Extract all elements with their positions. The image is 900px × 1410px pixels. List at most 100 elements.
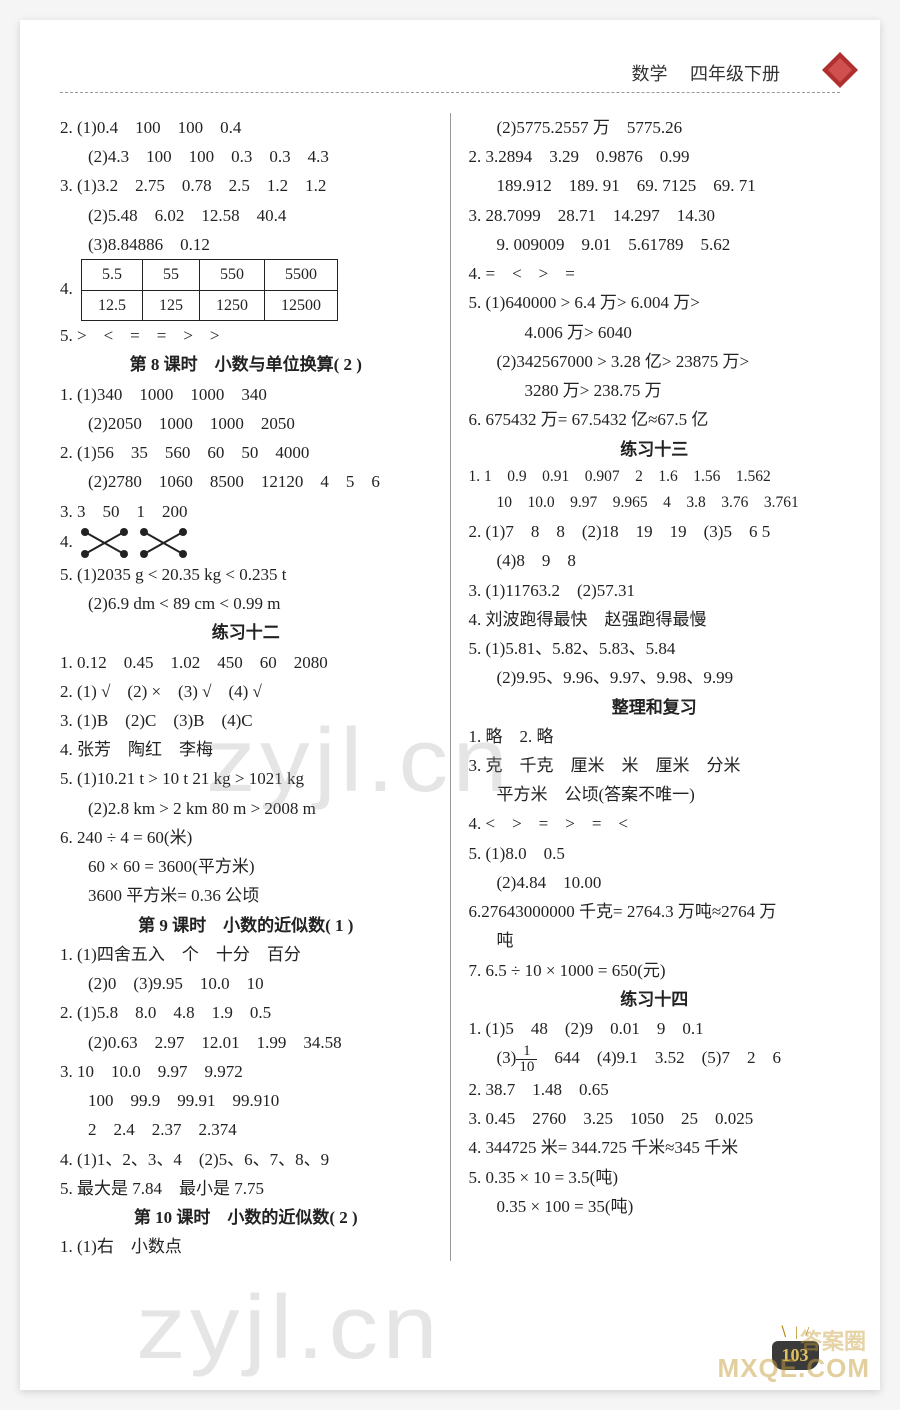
text-line: 4. < > = > = < <box>469 809 841 838</box>
section-title: 练习十四 <box>469 985 841 1014</box>
text-line: 1. 略 2. 略 <box>469 722 841 751</box>
diamond-icon <box>820 50 860 90</box>
text-line: (2)0 (3)9.95 10.0 10 <box>60 969 432 998</box>
text-line: 189.912 189. 91 69. 7125 69. 71 <box>469 171 841 200</box>
text-line: 2 2.4 2.37 2.374 <box>60 1115 432 1144</box>
cell: 1250 <box>200 290 265 321</box>
text-line: 1. 1 0.9 0.91 0.907 2 1.6 1.56 1.562 <box>469 464 841 491</box>
table-row: 5.5 55 550 5500 <box>82 260 338 291</box>
text-line: 5. (1)640000 > 6.4 万> 6.004 万> <box>469 288 841 317</box>
text-line: 4. 刘波跑得最快 赵强跑得最慢 <box>469 605 841 634</box>
cell: 5.5 <box>82 260 143 291</box>
text-line: 1. (1)340 1000 1000 340 <box>60 380 432 409</box>
text-line: 2. (1)7 8 8 (2)18 19 19 (3)5 6 5 <box>469 517 841 546</box>
text-line: 4. 张芳 陶红 李梅 <box>60 735 432 764</box>
text-line: (2)2.8 km > 2 km 80 m > 2008 m <box>60 794 432 823</box>
text-line: 6. 240 ÷ 4 = 60(米) <box>60 823 432 852</box>
text-line: 2. 38.7 1.48 0.65 <box>469 1075 841 1104</box>
text-line: 2. (1)0.4 100 100 0.4 <box>60 113 432 142</box>
page-header: 数学 四年级下册 <box>60 60 840 93</box>
content-columns: 2. (1)0.4 100 100 0.4 (2)4.3 100 100 0.3… <box>20 113 880 1261</box>
cell: 12.5 <box>82 290 143 321</box>
q4-cross-label: 4. <box>60 532 73 551</box>
text-line: (2)5775.2557 万 5775.26 <box>469 113 841 142</box>
watermark: zyjl.cn <box>136 1277 442 1380</box>
cross-icon <box>77 526 132 560</box>
text-line: 3. 3 50 1 200 <box>60 497 432 526</box>
text-line: 4. 344725 米= 344.725 千米≈345 千米 <box>469 1133 841 1162</box>
section-title: 整理和复习 <box>469 693 841 722</box>
text-line: 3. 10 10.0 9.97 9.972 <box>60 1057 432 1086</box>
cell: 55 <box>143 260 200 291</box>
text-line: (2)4.3 100 100 0.3 0.3 4.3 <box>60 142 432 171</box>
text-line: 1. (1)右 小数点 <box>60 1232 432 1261</box>
page: 数学 四年级下册 2. (1)0.4 100 100 0.4 (2)4.3 10… <box>20 20 880 1390</box>
text-line: 4. (1)1、2、3、4 (2)5、6、7、8、9 <box>60 1145 432 1174</box>
cell: 550 <box>200 260 265 291</box>
text-part: (3) <box>497 1048 517 1067</box>
text-line: (2)0.63 2.97 12.01 1.99 34.58 <box>60 1028 432 1057</box>
text-line: 5. (1)10.21 t > 10 t 21 kg > 1021 kg <box>60 764 432 793</box>
text-line: 60 × 60 = 3600(平方米) <box>60 852 432 881</box>
section-title: 第 10 课时 小数的近似数( 2 ) <box>60 1203 432 1232</box>
text-line: (2)2050 1000 1000 2050 <box>60 409 432 438</box>
table-row: 12.5 125 1250 12500 <box>82 290 338 321</box>
cell: 125 <box>143 290 200 321</box>
text-line: (2)9.95、9.96、9.97、9.98、9.99 <box>469 663 841 692</box>
left-column: 2. (1)0.4 100 100 0.4 (2)4.3 100 100 0.3… <box>50 113 451 1261</box>
text-line: 10 10.0 9.97 9.965 4 3.8 3.76 3.761 <box>469 490 841 517</box>
frac-den: 10 <box>516 1060 537 1075</box>
text-line: (4)8 9 8 <box>469 546 841 575</box>
text-line: 2. 3.2894 3.29 0.9876 0.99 <box>469 142 841 171</box>
cross-diagram <box>77 526 191 560</box>
text-line: 3. (1)3.2 2.75 0.78 2.5 1.2 1.2 <box>60 171 432 200</box>
q4-table: 5.5 55 550 5500 12.5 125 1250 12500 <box>81 259 338 321</box>
text-line: 3. (1)B (2)C (3)B (4)C <box>60 706 432 735</box>
subject-label: 数学 <box>632 64 668 84</box>
q4-label: 4. <box>60 279 73 298</box>
text-part: 644 (4)9.1 3.52 (5)7 2 6 <box>537 1048 781 1067</box>
text-line: 3. 0.45 2760 3.25 1050 25 0.025 <box>469 1104 841 1133</box>
section-title: 练习十二 <box>60 618 432 647</box>
cell: 12500 <box>265 290 338 321</box>
corner-watermark: MXQE.COM <box>718 1353 870 1384</box>
text-line: (2)6.9 dm < 89 cm < 0.99 m <box>60 589 432 618</box>
right-column: (2)5775.2557 万 5775.26 2. 3.2894 3.29 0.… <box>451 113 851 1261</box>
corner-watermark: 答案圈 <box>800 1324 866 1356</box>
grade-label: 四年级下册 <box>690 64 780 84</box>
text-line: 吨 <box>469 926 841 955</box>
q4-row: 4. 5.5 55 550 5500 12.5 125 1250 12500 <box>60 259 432 321</box>
text-line: 2. (1)5.8 8.0 4.8 1.9 0.5 <box>60 998 432 1027</box>
text-line: 2. (1) √ (2) × (3) √ (4) √ <box>60 677 432 706</box>
cross-icon <box>136 526 191 560</box>
text-line: 1. (1)5 48 (2)9 0.01 9 0.1 <box>469 1014 841 1043</box>
text-line: (2)4.84 10.00 <box>469 868 841 897</box>
text-line: 100 99.9 99.91 99.910 <box>60 1086 432 1115</box>
section-title: 第 8 课时 小数与单位换算( 2 ) <box>60 350 432 379</box>
q4-cross-row: 4. <box>60 526 432 560</box>
text-line: (2)5.48 6.02 12.58 40.4 <box>60 201 432 230</box>
text-line: (3)8.84886 0.12 <box>60 230 432 259</box>
text-line: 5. 最大是 7.84 最小是 7.75 <box>60 1174 432 1203</box>
text-line: (2)342567000 > 3.28 亿> 23875 万> <box>469 347 841 376</box>
text-line: 1. 0.12 0.45 1.02 450 60 2080 <box>60 648 432 677</box>
text-line: 5. > < = = > > <box>60 321 432 350</box>
text-line: 2. (1)56 35 560 60 50 4000 <box>60 438 432 467</box>
section-title: 第 9 课时 小数的近似数( 1 ) <box>60 911 432 940</box>
text-line: 3280 万> 238.75 万 <box>469 376 841 405</box>
text-line: (2)2780 1060 8500 12120 4 5 6 <box>60 467 432 496</box>
text-line: 5. (1)5.81、5.82、5.83、5.84 <box>469 634 841 663</box>
text-line: 4.006 万> 6040 <box>469 318 841 347</box>
cell: 5500 <box>265 260 338 291</box>
frac-line: (3)110 644 (4)9.1 3.52 (5)7 2 6 <box>469 1043 841 1075</box>
text-line: 1. (1)四舍五入 个 十分 百分 <box>60 940 432 969</box>
text-line: 0.35 × 100 = 35(吨) <box>469 1192 841 1221</box>
frac-num: 1 <box>516 1044 537 1060</box>
text-line: 6.27643000000 千克= 2764.3 万吨≈2764 万 <box>469 897 841 926</box>
text-line: 6. 675432 万= 67.5432 亿≈67.5 亿 <box>469 405 841 434</box>
text-line: 5. (1)8.0 0.5 <box>469 839 841 868</box>
text-line: 3600 平方米= 0.36 公顷 <box>60 881 432 910</box>
text-line: 9. 009009 9.01 5.61789 5.62 <box>469 230 841 259</box>
text-line: 3. 克 千克 厘米 米 厘米 分米 <box>469 751 841 780</box>
text-line: 3. 28.7099 28.71 14.297 14.30 <box>469 201 841 230</box>
